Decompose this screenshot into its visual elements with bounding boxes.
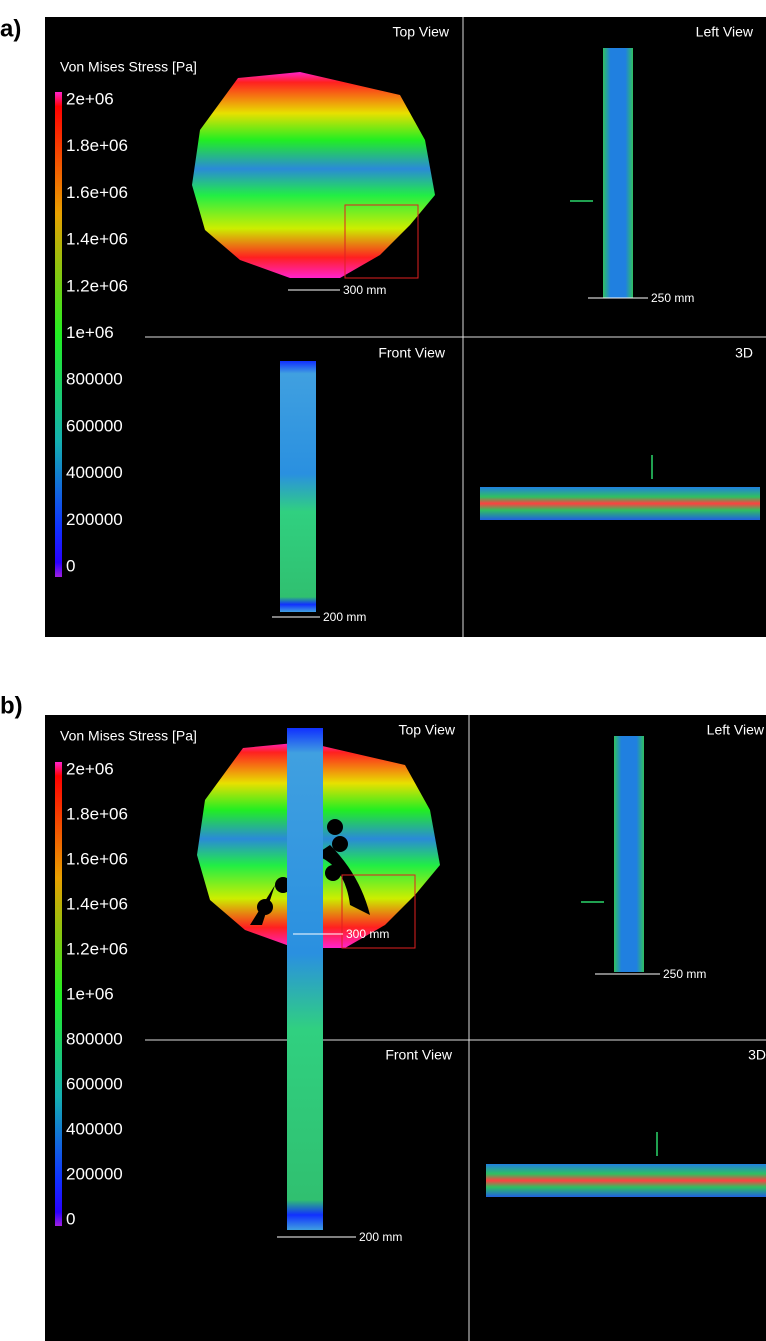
colorbar-tick-label: 600000 — [66, 1074, 123, 1093]
panel: a) Top View Left View Front View 3D 300 mm 250… — [0, 15, 766, 637]
figure: a) Top View Left View Front View 3D 300 mm 250… — [0, 0, 766, 1341]
front-view-model — [287, 728, 323, 1230]
void — [327, 819, 343, 835]
colorbar-tick-label: 1.6e+06 — [66, 849, 128, 868]
panel-label: a) — [0, 15, 21, 42]
colorbar-tick-label: 800000 — [66, 370, 123, 389]
view-title: Left View — [707, 722, 765, 738]
colorbar-tick-label: 1.8e+06 — [66, 804, 128, 823]
colorbar-tick-label: 400000 — [66, 463, 123, 482]
colorbar-tick-label: 1e+06 — [66, 984, 114, 1003]
panel: b) Top View Left View Front View 3D 300 mm 250… — [0, 692, 766, 1341]
colorbar — [55, 92, 62, 577]
left-view-model — [614, 736, 644, 972]
colorbar-tick-label: 800000 — [66, 1029, 123, 1048]
view-title: Front View — [378, 345, 446, 361]
view-title: 3D — [735, 345, 753, 361]
scale-label: 200 mm — [359, 1230, 402, 1244]
colorbar-tick-label: 2e+06 — [66, 89, 114, 108]
colorbar-tick-label: 200000 — [66, 1164, 123, 1183]
colorbar-tick-label: 1.2e+06 — [66, 276, 128, 295]
panel-label: b) — [0, 692, 23, 719]
3d-model — [486, 1164, 766, 1197]
view-title: Front View — [385, 1047, 453, 1063]
colorbar — [55, 762, 62, 1226]
colorbar-tick-label: 1e+06 — [66, 323, 114, 342]
colorbar-tick-label: 200000 — [66, 510, 123, 529]
scale-label: 300 mm — [343, 283, 386, 297]
view-title: 3D — [748, 1047, 766, 1063]
colorbar-tick-label: 1.6e+06 — [66, 183, 128, 202]
colorbar-tick-label: 1.8e+06 — [66, 136, 128, 155]
3d-model — [480, 487, 760, 520]
scale-label: 200 mm — [323, 610, 366, 624]
view-title: Top View — [398, 722, 455, 738]
left-view-model — [603, 48, 633, 298]
colorbar-title: Von Mises Stress [Pa] — [60, 59, 197, 75]
colorbar-tick-label: 0 — [66, 1209, 75, 1228]
front-view-model — [280, 361, 316, 612]
scale-label: 300 mm — [346, 927, 389, 941]
colorbar-title: Von Mises Stress [Pa] — [60, 728, 197, 744]
colorbar-tick-label: 1.4e+06 — [66, 894, 128, 913]
scale-label: 250 mm — [651, 291, 694, 305]
colorbar-tick-label: 600000 — [66, 416, 123, 435]
colorbar-tick-label: 1.2e+06 — [66, 939, 128, 958]
scale-label: 250 mm — [663, 967, 706, 981]
view-title: Top View — [392, 24, 449, 40]
colorbar-tick-label: 1.4e+06 — [66, 230, 128, 249]
view-title: Left View — [696, 24, 754, 40]
colorbar-tick-label: 0 — [66, 556, 75, 575]
colorbar-tick-label: 400000 — [66, 1119, 123, 1138]
colorbar-tick-label: 2e+06 — [66, 759, 114, 778]
